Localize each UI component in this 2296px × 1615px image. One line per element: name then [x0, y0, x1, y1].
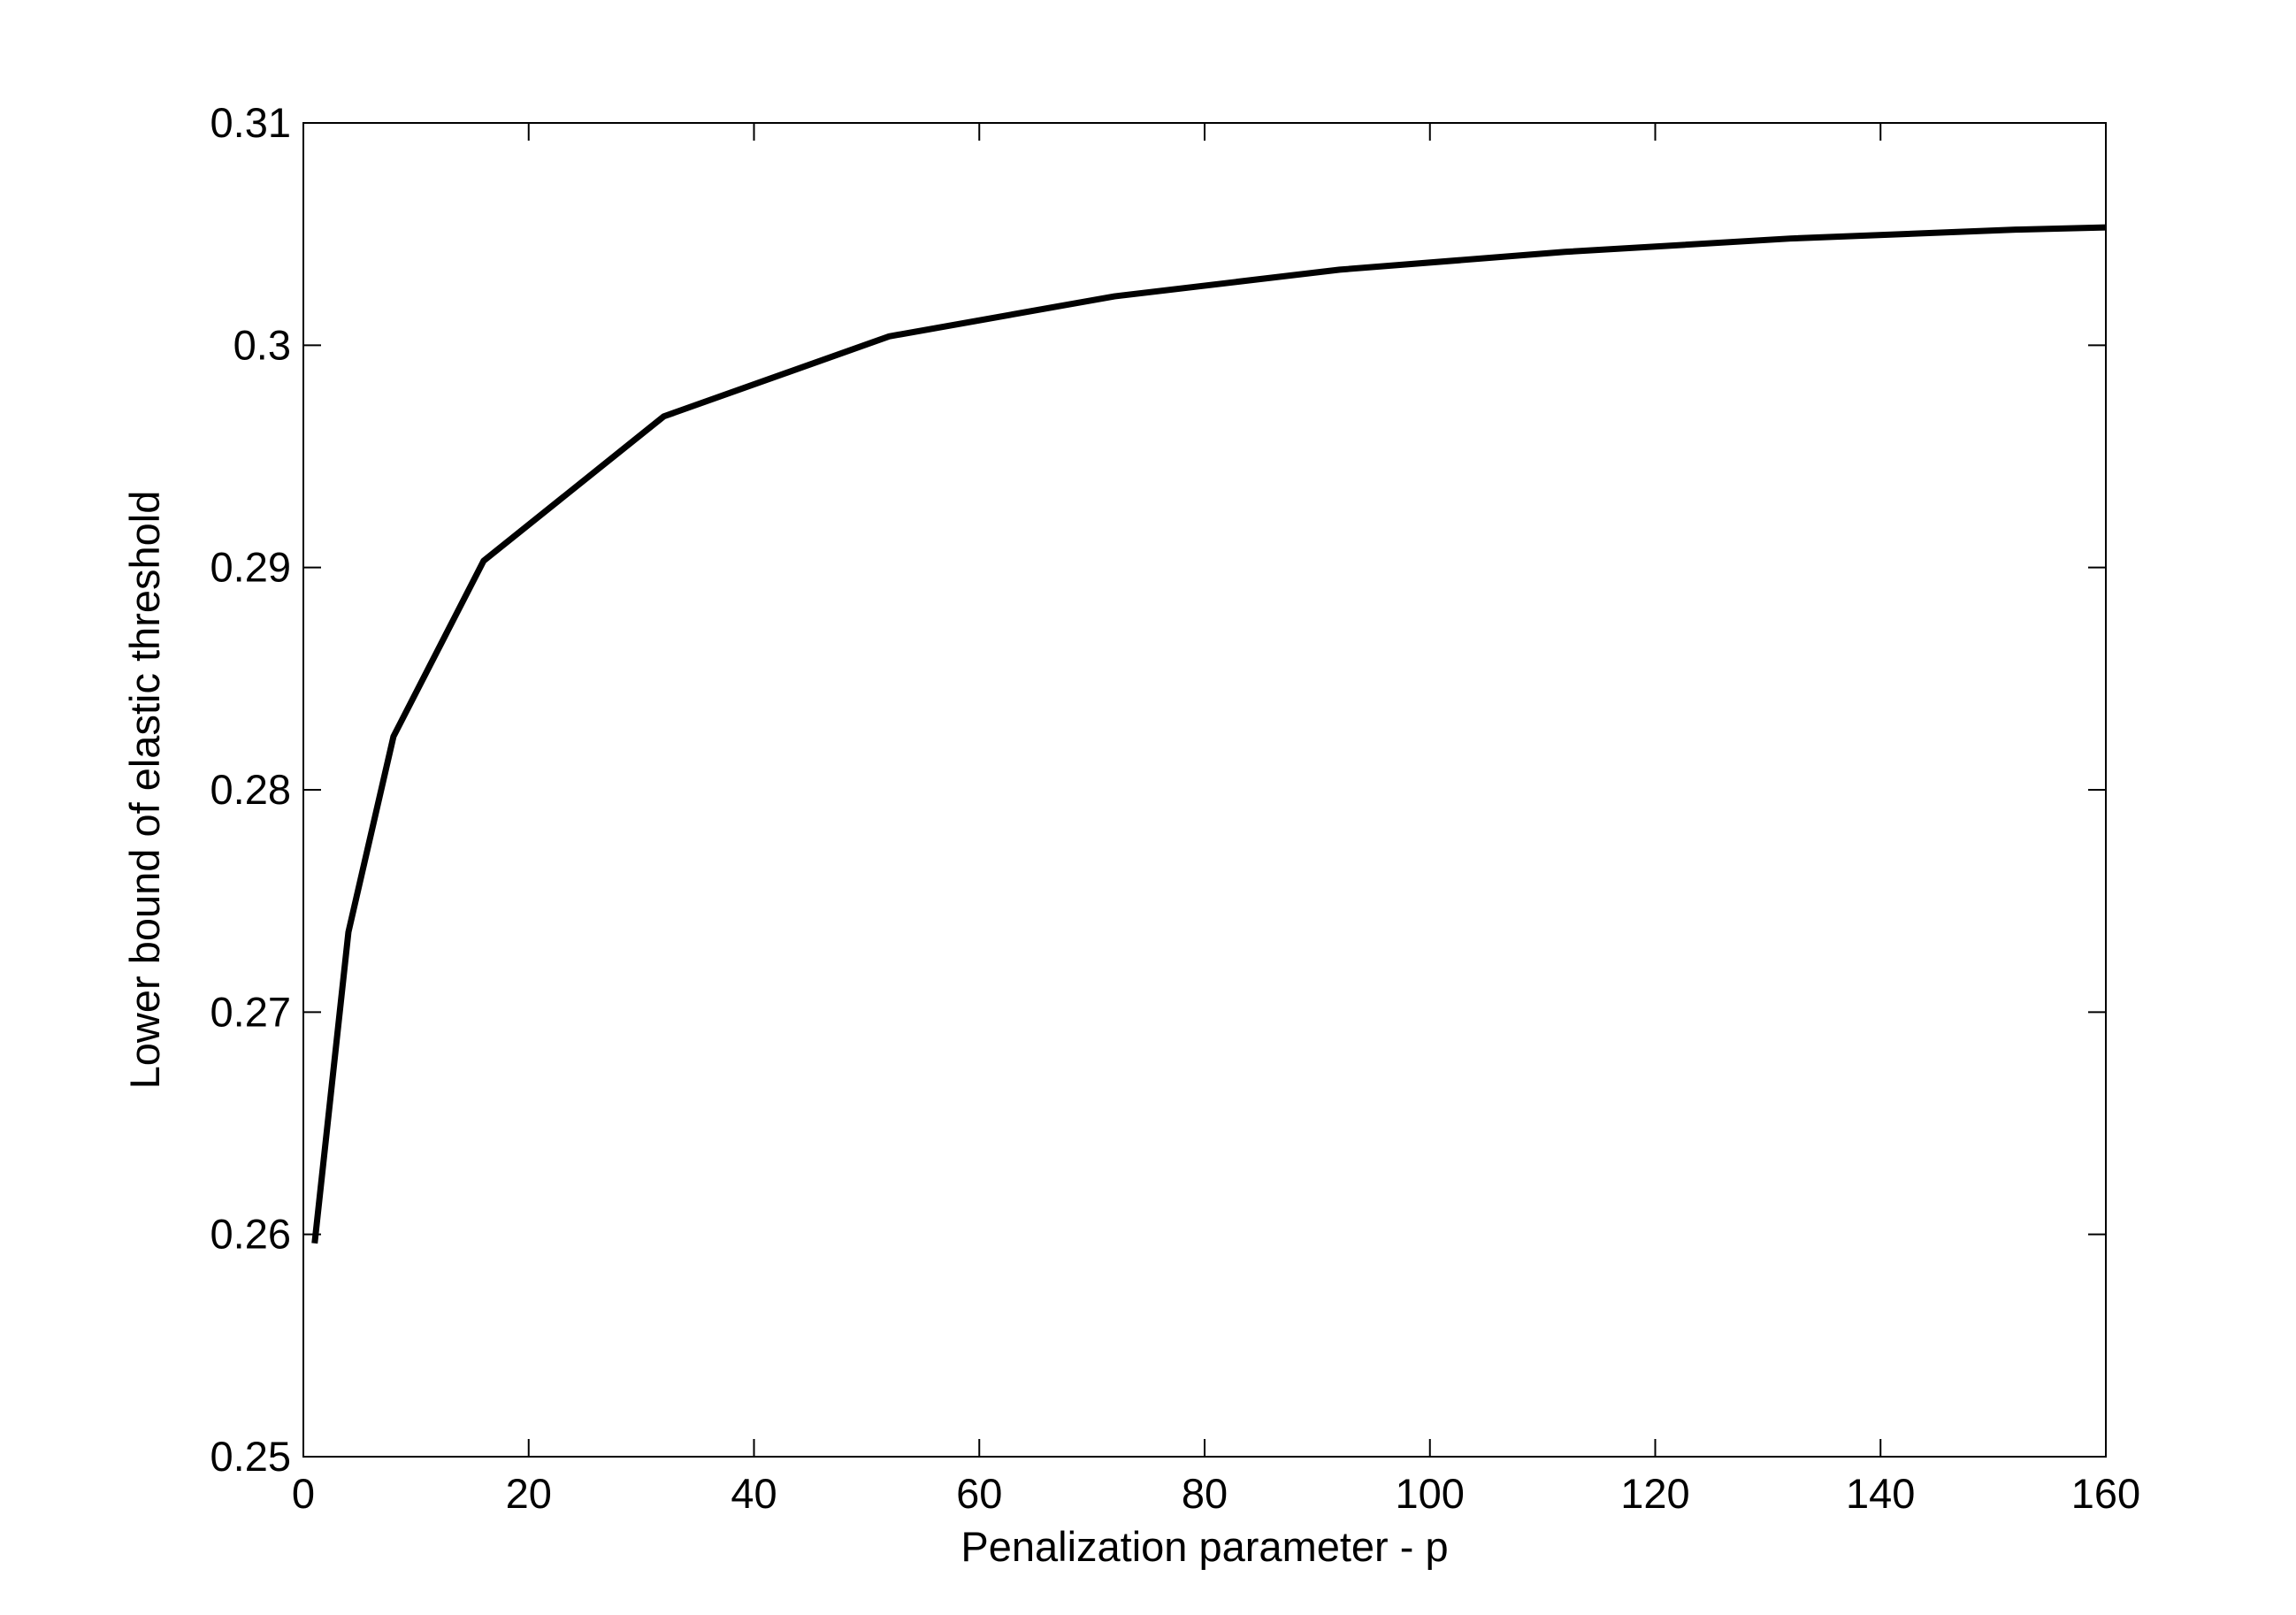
y-tick-label: 0.31: [210, 99, 291, 146]
x-tick-label: 120: [1620, 1470, 1689, 1517]
y-tick-label: 0.28: [210, 766, 291, 813]
y-tick-label: 0.3: [233, 321, 291, 368]
x-tick-label: 140: [1846, 1470, 1915, 1517]
y-tick-label: 0.27: [210, 988, 291, 1035]
x-tick-label: 20: [506, 1470, 552, 1517]
plot-area: [302, 122, 2107, 1458]
y-tick-label: 0.26: [210, 1211, 291, 1258]
x-tick-label: 80: [1182, 1470, 1228, 1517]
y-tick-label: 0.29: [210, 544, 291, 591]
y-axis-label: Lower bound of elastic threshold: [121, 491, 168, 1090]
x-tick-label: 0: [292, 1470, 315, 1517]
x-tick-label: 160: [2071, 1470, 2140, 1517]
x-tick-label: 100: [1396, 1470, 1465, 1517]
y-tick-label: 0.25: [210, 1433, 291, 1480]
x-tick-label: 40: [731, 1470, 777, 1517]
x-axis-label: Penalization parameter - p: [960, 1523, 1448, 1570]
data-line: [311, 224, 2107, 1244]
x-tick-label: 60: [956, 1470, 1002, 1517]
